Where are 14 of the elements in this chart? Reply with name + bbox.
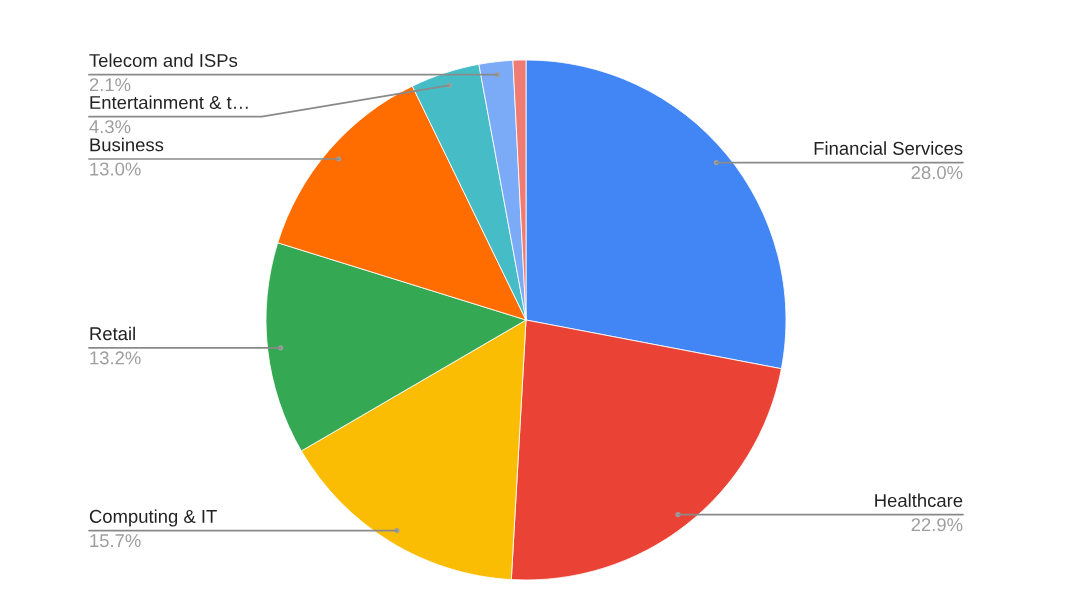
data-label: 22.9% bbox=[911, 518, 963, 532]
slice-label: Telecom and ISPs bbox=[89, 53, 238, 68]
slice-label: Healthcare bbox=[875, 493, 963, 508]
data-label: 13.0% bbox=[90, 162, 141, 176]
data-label: 4.3% bbox=[89, 120, 131, 134]
data-label: 28.0% bbox=[911, 166, 963, 180]
slice-label: Business bbox=[90, 137, 164, 152]
data-label: 2.1% bbox=[89, 78, 131, 92]
slice-label: Retail bbox=[90, 326, 135, 341]
slice-label: Computing & IT bbox=[89, 509, 217, 527]
slice-label: Financial Services bbox=[814, 141, 963, 155]
data-label: 15.7% bbox=[90, 534, 141, 548]
data-label: 13.2% bbox=[90, 351, 141, 365]
slice-label: Entertainment & t… bbox=[90, 95, 248, 110]
